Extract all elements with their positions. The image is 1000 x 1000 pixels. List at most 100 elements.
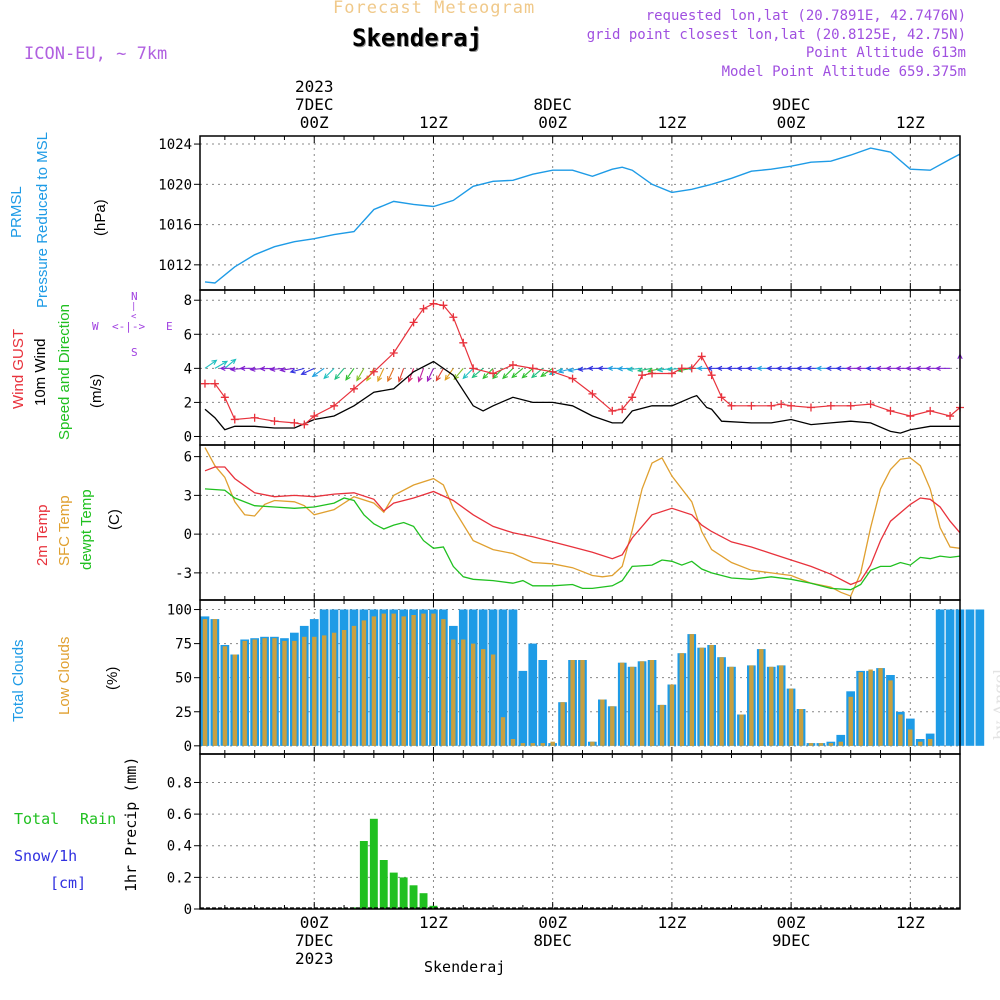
- low-cloud-bar: [232, 654, 237, 746]
- low-cloud-bar: [788, 688, 794, 746]
- low-cloud-bar: [461, 639, 466, 746]
- low-cloud-bar: [371, 616, 377, 746]
- wind-arrow-head: [211, 359, 218, 365]
- gust-marker: [439, 301, 448, 310]
- wind-arrow-head: [795, 365, 802, 371]
- wind-arrow-head: [656, 367, 663, 373]
- model-altitude: Model Point Altitude 659.375m: [721, 64, 966, 80]
- low-cloud-bar: [560, 702, 565, 746]
- low-cloud-bar: [361, 620, 367, 746]
- low-cloud-bar: [441, 619, 446, 746]
- temp2m-line: [204, 466, 961, 586]
- low-cloud-bar: [540, 743, 545, 746]
- gust-marker: [777, 400, 786, 409]
- gust-marker: [330, 401, 339, 410]
- wind-arrow-head: [259, 366, 266, 372]
- compass-rose: N W <-|-> E S | <: [92, 290, 173, 359]
- wind-direction-arrow: [387, 368, 395, 382]
- wind-arrow-head: [492, 373, 498, 380]
- wind-direction-arrow: [224, 358, 236, 369]
- low-cloud-bar: [282, 640, 287, 746]
- y-tick-label: 8: [184, 293, 192, 309]
- y-tick-label: 1012: [158, 258, 192, 274]
- wind-arrow-head: [895, 365, 902, 371]
- total-cloud-bar: [836, 734, 846, 746]
- low-cloud-bar: [530, 743, 535, 746]
- wind-arrow-head: [914, 365, 921, 371]
- low-cloud-bar: [262, 638, 267, 746]
- gust-marker: [608, 406, 617, 415]
- wind-direction-arrow: [214, 360, 228, 369]
- total-cloud-bar: [975, 609, 985, 746]
- y-tick-label: 0.6: [167, 807, 192, 823]
- low-cloud-bar: [659, 704, 665, 746]
- wind-arrow-head: [765, 365, 772, 371]
- wind-arrow-head: [289, 368, 296, 374]
- wind-arrow-head: [279, 367, 286, 373]
- top-time-label: 7DEC: [295, 95, 334, 114]
- low-cloud-bar: [918, 741, 923, 746]
- wind-arrow-head: [323, 373, 330, 380]
- low-cloud-bar: [739, 714, 744, 746]
- gust-marker: [707, 371, 716, 380]
- low-cloud-bar: [272, 638, 277, 746]
- gust-marker: [230, 415, 239, 424]
- wind-arrow-head: [511, 372, 518, 379]
- wind-direction-arrow: [482, 367, 494, 379]
- wind-arrow-head: [606, 365, 613, 371]
- wind-arrow-head: [755, 365, 762, 371]
- low-cloud-bar: [798, 709, 804, 746]
- wind-arrow-head: [435, 375, 441, 382]
- wind-arrow-head: [426, 376, 432, 383]
- low-cloud-bar: [510, 739, 516, 746]
- low-cloud-bar: [649, 660, 655, 746]
- wind-direction-arrow: [427, 368, 434, 382]
- panel-frame: [199, 444, 961, 601]
- wind-direction-arrow: [398, 368, 405, 382]
- low-cloud-bar: [719, 657, 724, 746]
- compass-west: W: [92, 320, 99, 333]
- wind-direction-arrow: [453, 367, 464, 380]
- wind-direction-arrow: [345, 368, 355, 381]
- wind-direction-arrow: [290, 367, 305, 373]
- wind-arrow-head: [835, 365, 842, 371]
- wind-arrow-head: [775, 365, 782, 371]
- y-tick-label: 0: [184, 527, 192, 543]
- total-cloud-bar: [965, 609, 975, 746]
- low-cloud-bar: [481, 649, 486, 746]
- low-cloud-bar: [500, 717, 506, 746]
- total-rain-label-rain: Rain: [80, 810, 117, 828]
- y-tick-label: 25: [175, 705, 192, 721]
- wind-direction-arrow: [511, 367, 524, 378]
- y-tick-label: 3: [184, 488, 192, 504]
- bottom-time-label: 8DEC: [533, 931, 572, 950]
- wind-direction-arrow: [312, 367, 325, 377]
- low-cloud-bar: [620, 662, 625, 746]
- top-time-label: 12Z: [896, 113, 925, 132]
- gust-marker: [826, 401, 835, 410]
- wind-direction-arrow: [462, 367, 474, 379]
- gust-marker: [727, 401, 736, 410]
- rain-bar: [379, 860, 388, 909]
- low-cloud-bar: [808, 743, 814, 746]
- total-cloud-bar: [518, 670, 528, 746]
- bottom-time-label: 00Z: [538, 913, 567, 932]
- point-altitude: Point Altitude 613m: [805, 45, 966, 61]
- y-tick-label: -3: [175, 566, 192, 582]
- gust-marker: [886, 406, 895, 415]
- gust-marker: [548, 367, 557, 376]
- rain-bar: [409, 885, 418, 909]
- wind-direction-arrow: [301, 367, 315, 375]
- panel-frame: [199, 135, 961, 291]
- wind-arrow-head: [855, 365, 862, 371]
- wind-arrow-head: [626, 366, 633, 372]
- y-tick-label: 0.4: [167, 839, 192, 855]
- gust-marker: [787, 401, 796, 410]
- gust-marker: [200, 379, 209, 388]
- rain-bar: [389, 872, 398, 909]
- wind-arrow-head: [815, 365, 822, 372]
- top-time-label: 12Z: [419, 113, 448, 132]
- wind-arrow-head: [269, 366, 276, 372]
- prmsl-line: [204, 147, 961, 284]
- wind-speed-line: [204, 360, 960, 434]
